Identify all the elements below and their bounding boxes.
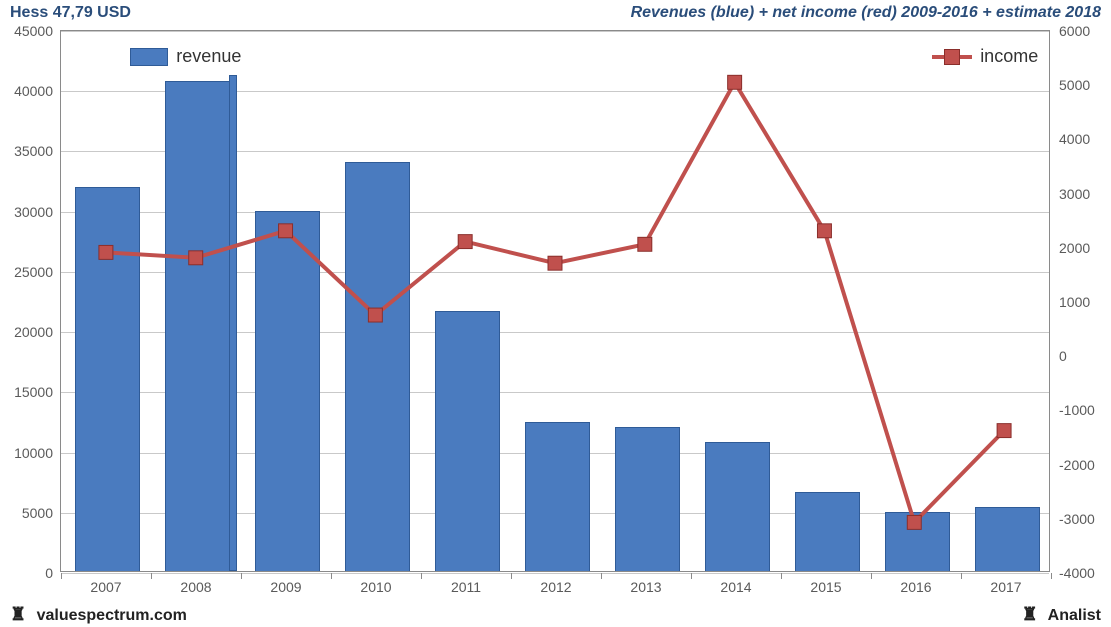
- x-tick: 2015: [810, 579, 841, 595]
- x-tick-mark: [331, 573, 332, 579]
- footer-left-text: valuespectrum.com: [37, 607, 187, 624]
- x-tick: 2008: [180, 579, 211, 595]
- y-left-tick: 20000: [14, 325, 53, 339]
- x-tick: 2017: [990, 579, 1021, 595]
- y-right-tick: 3000: [1059, 187, 1090, 201]
- x-tick-mark: [421, 573, 422, 579]
- y-right-tick: 2000: [1059, 241, 1090, 255]
- title-right: Revenues (blue) + net income (red) 2009-…: [631, 4, 1101, 22]
- y-right-tick: 6000: [1059, 24, 1090, 38]
- x-tick: 2011: [451, 579, 481, 595]
- footer: ♜ valuespectrum.com ♜ Analist: [0, 603, 1111, 627]
- x-tick: 2009: [270, 579, 301, 595]
- plot-area: 0500010000150002000025000300003500040000…: [60, 30, 1050, 572]
- income-marker: [728, 75, 742, 89]
- x-tick-mark: [691, 573, 692, 579]
- y-left-tick: 5000: [22, 506, 53, 520]
- income-marker: [99, 245, 113, 259]
- x-tick: 2012: [540, 579, 571, 595]
- income-marker: [997, 424, 1011, 438]
- x-tick-mark: [1051, 573, 1052, 579]
- y-left-tick: 25000: [14, 265, 53, 279]
- y-right-tick: -1000: [1059, 403, 1095, 417]
- x-tick: 2007: [90, 579, 121, 595]
- x-tick: 2016: [900, 579, 931, 595]
- y-left-tick: 45000: [14, 24, 53, 38]
- y-left-tick: 30000: [14, 205, 53, 219]
- y-left-tick: 10000: [14, 446, 53, 460]
- x-tick-mark: [601, 573, 602, 579]
- footer-right-text: Analist: [1048, 607, 1101, 624]
- x-tick-mark: [61, 573, 62, 579]
- rook-icon: ♜: [10, 605, 26, 623]
- y-right-tick: 5000: [1059, 78, 1090, 92]
- legend-swatch-line: [932, 48, 972, 66]
- y-left-tick: 40000: [14, 84, 53, 98]
- x-tick: 2010: [360, 579, 391, 595]
- y-right-tick: -2000: [1059, 458, 1095, 472]
- legend-label: income: [980, 46, 1038, 67]
- legend-revenue: revenue: [130, 46, 241, 67]
- title-bar: Hess 47,79 USD Revenues (blue) + net inc…: [0, 0, 1111, 24]
- rook-icon: ♜: [1022, 605, 1038, 623]
- x-tick-mark: [511, 573, 512, 579]
- y-left-tick: 15000: [14, 385, 53, 399]
- income-marker: [548, 256, 562, 270]
- y-left-tick: 0: [45, 566, 53, 580]
- footer-left: ♜ valuespectrum.com: [10, 605, 187, 625]
- y-right-tick: -4000: [1059, 566, 1095, 580]
- x-tick-mark: [151, 573, 152, 579]
- footer-right: ♜ Analist: [1022, 605, 1101, 625]
- income-marker: [189, 251, 203, 265]
- x-tick-mark: [961, 573, 962, 579]
- x-tick-mark: [871, 573, 872, 579]
- title-left: Hess 47,79 USD: [10, 4, 131, 22]
- income-marker: [279, 224, 293, 238]
- y-left-tick: 35000: [14, 144, 53, 158]
- legend-label: revenue: [176, 46, 241, 67]
- legend-swatch-bar: [130, 48, 168, 66]
- x-tick: 2013: [630, 579, 661, 595]
- x-tick-mark: [781, 573, 782, 579]
- y-right-tick: 1000: [1059, 295, 1090, 309]
- income-marker: [638, 237, 652, 251]
- y-right-tick: 0: [1059, 349, 1067, 363]
- income-marker: [458, 235, 472, 249]
- x-tick: 2014: [720, 579, 751, 595]
- income-line: [61, 31, 1049, 571]
- x-tick-mark: [241, 573, 242, 579]
- chart-frame: Hess 47,79 USD Revenues (blue) + net inc…: [0, 0, 1111, 627]
- y-right-tick: -3000: [1059, 512, 1095, 526]
- y-right-tick: 4000: [1059, 132, 1090, 146]
- income-marker: [907, 515, 921, 529]
- income-marker: [817, 224, 831, 238]
- legend-income: income: [932, 46, 1038, 67]
- income-marker: [368, 308, 382, 322]
- gridline: [61, 573, 1049, 574]
